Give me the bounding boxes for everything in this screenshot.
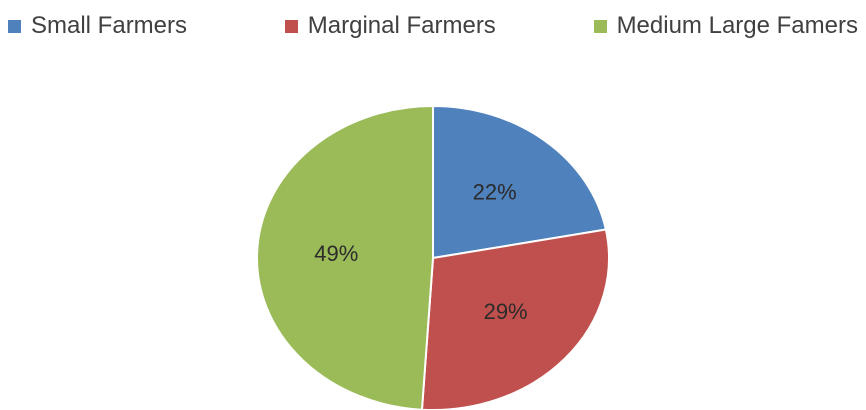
pie-slice-small-farmers	[432, 104, 608, 260]
legend-swatch-small-farmers	[8, 19, 21, 33]
legend-item-medium-large-famers: Medium Large Famers	[593, 12, 858, 40]
chart-legend: Small Farmers Marginal Farmers Medium La…	[8, 10, 858, 42]
pie-label-marginal-farmers: 29%	[484, 299, 528, 324]
legend-label-marginal-farmers: Marginal Farmers	[307, 12, 496, 39]
pie-label-medium-large-famers: 49%	[314, 241, 358, 266]
legend-label-small-farmers: Small Farmers	[31, 12, 188, 39]
pie-slice-medium-large-famers	[256, 104, 434, 410]
pie-label-small-farmers: 22%	[473, 179, 517, 204]
legend-item-small-farmers: Small Farmers	[8, 12, 187, 40]
legend-item-marginal-farmers: Marginal Farmers	[284, 12, 496, 40]
legend-label-medium-large-famers: Medium Large Famers	[616, 12, 858, 39]
legend-swatch-marginal-farmers	[284, 19, 298, 33]
pie-slice-marginal-farmers	[420, 228, 610, 410]
legend-swatch-medium-large-famers	[593, 19, 607, 33]
